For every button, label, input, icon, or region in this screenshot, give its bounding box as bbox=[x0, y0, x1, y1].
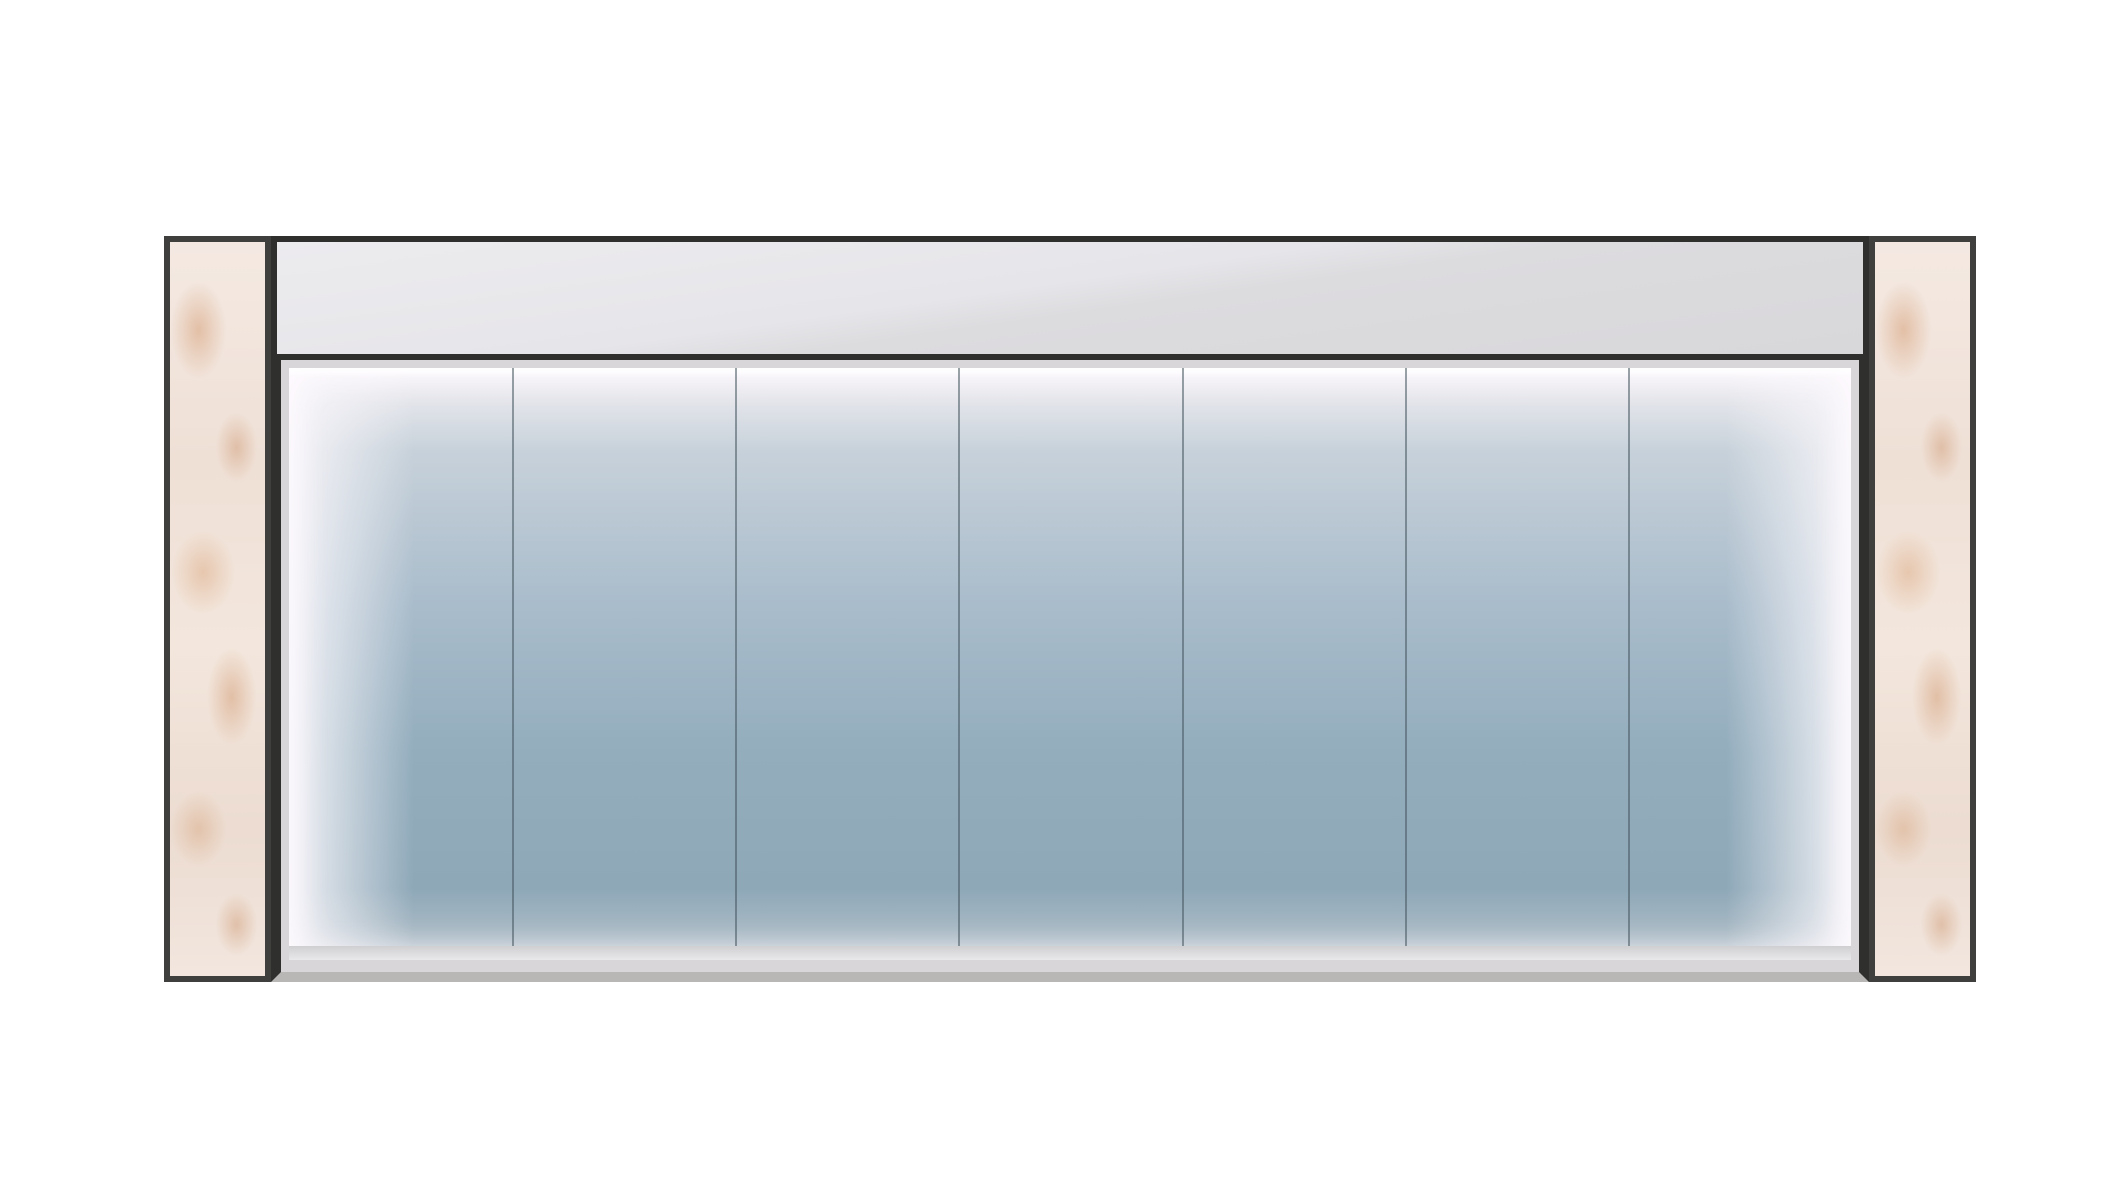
glass-divider bbox=[1627, 368, 1630, 960]
glass-area bbox=[289, 368, 1851, 960]
glass-divider bbox=[1181, 368, 1184, 960]
glass-divider bbox=[512, 368, 515, 960]
glass-divider bbox=[958, 368, 961, 960]
sign-band bbox=[271, 236, 1869, 360]
glass-divider bbox=[1404, 368, 1407, 960]
right-marble-pillar bbox=[1869, 236, 1976, 982]
glass-divider bbox=[735, 368, 738, 960]
left-marble-pillar bbox=[164, 236, 271, 982]
light-strip bbox=[289, 368, 1851, 378]
storefront bbox=[164, 236, 1976, 982]
display-window bbox=[271, 360, 1869, 982]
